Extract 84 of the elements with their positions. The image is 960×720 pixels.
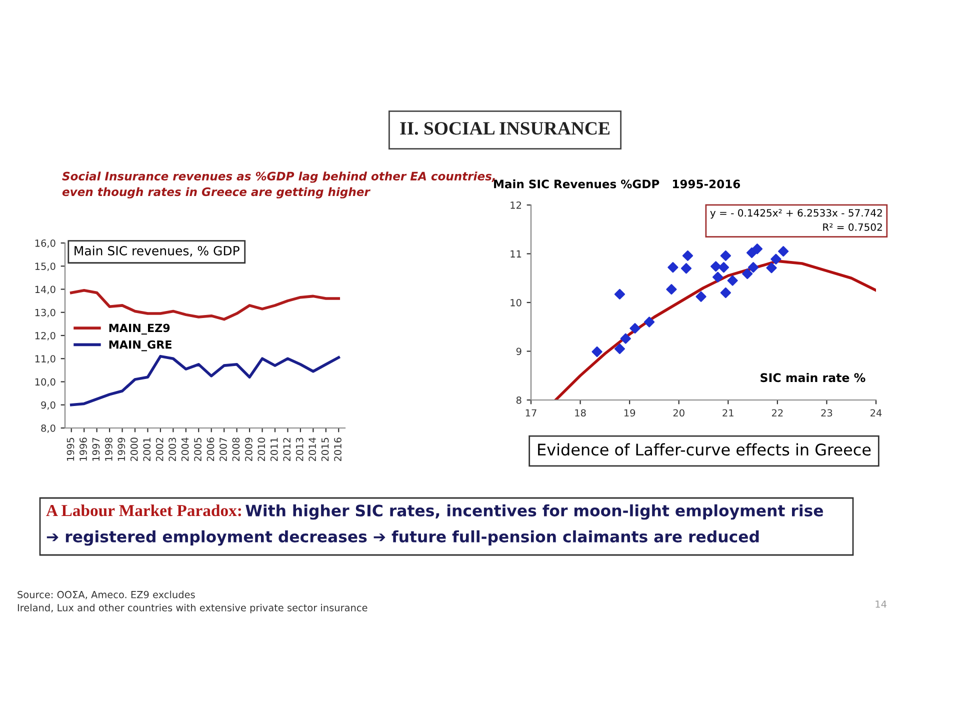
point — [778, 246, 789, 257]
annotation: y = - 0.1425x² + 6.2533x - 57.742 R² = 0.7502 — [710, 209, 882, 231]
x-tick-label: 2015 — [321, 438, 329, 462]
point — [682, 250, 694, 261]
x-tick-label: 21 — [722, 409, 734, 416]
y-tick-label: 12,0 — [35, 332, 56, 340]
x-tick-label: 2013 — [296, 438, 304, 462]
x-tick-label: 2007 — [220, 438, 227, 462]
x-tick-label: 2011 — [270, 438, 278, 462]
y-tick-label: 14,0 — [35, 286, 56, 294]
point — [770, 254, 782, 264]
x-tick-label: 2003 — [168, 438, 176, 462]
point — [748, 262, 759, 273]
chart-title: Main SIC Revenues %GDP 1995-2016 — [494, 179, 740, 188]
text: II. SOCIAL INSURANCE — [400, 122, 610, 135]
text: A Labour Market Paradox: — [46, 504, 241, 516]
x-tick-label: 22 — [772, 409, 783, 416]
point — [644, 316, 655, 328]
y-tick-label: 11,0 — [35, 355, 56, 364]
point — [620, 333, 631, 344]
y-tick-label: 10 — [510, 298, 522, 306]
x-tick-label: 1995 — [66, 438, 74, 461]
x-tick-label: 2014 — [308, 438, 316, 462]
point — [752, 244, 763, 254]
source-note: Source: ΟΟΣΑ, Ameco. EZ9 excludes Ireland, Lux and other countries with extensive private sector insurance — [18, 590, 368, 614]
chart-subtitle: Social Insurance revenues as %GDP lag behind other EA countries, even though rates in Greece are getting higher — [62, 172, 495, 198]
x-tick-label: 2005 — [194, 438, 202, 462]
y-tick-label: 10,0 — [35, 378, 56, 387]
x-tick-label: 2009 — [245, 438, 252, 462]
y-tick-label: 15,0 — [35, 262, 56, 271]
x-tick-label: 2008 — [232, 438, 240, 462]
y-tick-label: 16,0 — [35, 239, 56, 248]
x-tick-label: 2006 — [206, 438, 214, 462]
x-tick-label: 18 — [575, 409, 586, 417]
x-tick-label: 2004 — [181, 438, 189, 462]
x-tick-label: 19 — [624, 409, 636, 417]
x-tick-label: 2012 — [283, 438, 291, 462]
y-tick-label: 9,0 — [41, 401, 56, 410]
line-series — [70, 289, 340, 321]
y-tick-label: 11 — [510, 250, 522, 258]
x-axis-title: SIC main rate % — [760, 372, 866, 382]
point — [666, 284, 677, 295]
y-tick-label: 9 — [516, 348, 522, 356]
point — [746, 247, 758, 258]
line-series — [70, 354, 340, 406]
point — [592, 346, 602, 358]
point — [614, 344, 626, 354]
x-tick-label: 2010 — [258, 438, 266, 462]
legend-label: MAIN_GRE — [109, 340, 172, 352]
y-tick-label: 13,0 — [35, 308, 56, 318]
point — [680, 263, 692, 274]
y-tick-label: 8,0 — [41, 424, 56, 433]
point — [766, 262, 777, 274]
point — [696, 291, 706, 302]
x-tick-label: 1996 — [80, 438, 87, 461]
text: With higher SIC rates, incentives for moon-light employment rise — [246, 504, 824, 520]
point — [742, 268, 753, 280]
point — [668, 262, 678, 273]
x-tick-label: 24 — [870, 409, 882, 416]
x-tick-label: 17 — [526, 409, 536, 416]
chart-title: Main SIC revenues, % GDP — [74, 246, 240, 257]
x-tick-label: 2002 — [156, 438, 164, 462]
text: Evidence of Laffer-curve effects in Greece — [538, 443, 871, 456]
x-tick-label: 1998 — [105, 438, 112, 461]
x-tick-label: 23 — [821, 409, 832, 417]
x-tick-label: 2001 — [143, 438, 151, 462]
point — [614, 288, 626, 300]
text: ➔ registered employment decreases ➔ future full-pension claimants are reduced — [46, 530, 759, 546]
point — [712, 272, 724, 282]
x-tick-label: 1997 — [92, 438, 100, 461]
x-tick-label: 2000 — [130, 438, 138, 462]
legend-label: MAIN_EZ9 — [109, 324, 170, 335]
y-tick-label: 12 — [510, 201, 521, 209]
x-tick-label: 20 — [673, 409, 684, 417]
point — [718, 262, 730, 273]
point — [720, 250, 731, 261]
point — [727, 275, 738, 286]
y-tick-label: 8 — [516, 396, 522, 404]
x-tick-label: 1999 — [118, 438, 126, 461]
point — [630, 323, 640, 334]
text: 14 — [876, 600, 886, 608]
point — [710, 261, 722, 272]
x-tick-label: 2016 — [334, 438, 342, 462]
point — [720, 287, 731, 298]
